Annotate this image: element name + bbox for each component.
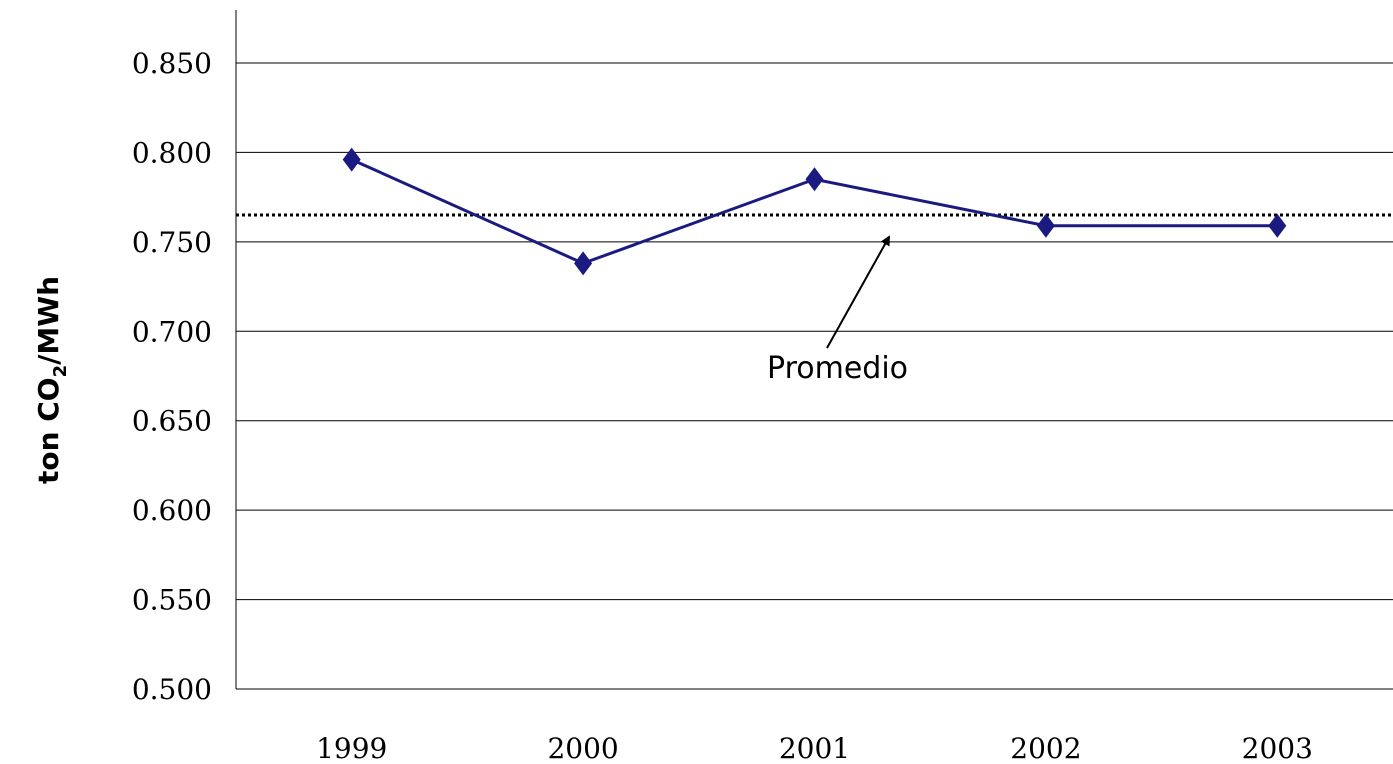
data-point-marker (342, 147, 361, 172)
data-point-marker (574, 251, 593, 276)
x-tick-label: 2003 (1242, 732, 1313, 764)
data-point-marker (1268, 213, 1287, 238)
y-tick-label: 0.800 (132, 136, 212, 169)
x-tick-label: 1999 (316, 732, 387, 764)
y-axis-title-subscript: 2 (50, 365, 71, 378)
x-tick-labels: 1999 2000 2001 2002 2003 (316, 732, 1313, 764)
data-point-marker (805, 167, 824, 192)
y-tick-label: 0.700 (132, 315, 212, 348)
x-tick-label: 2001 (779, 732, 850, 764)
y-tick-label: 0.550 (132, 584, 212, 617)
y-axis-label: ton CO2/MWh (32, 276, 71, 484)
y-tick-label: 0.600 (132, 494, 212, 527)
y-tick-label: 0.850 (132, 47, 212, 80)
y-axis-title-prefix: ton CO (32, 377, 65, 484)
y-tick-label: 0.750 (132, 226, 212, 259)
y-axis-title: ton CO2/MWh (32, 276, 71, 484)
annotation-label: Promedio (767, 351, 908, 386)
y-tick-label: 0.500 (132, 673, 212, 706)
y-tick-labels: 0.500 0.550 0.600 0.650 0.700 0.750 0.800 0.850 (132, 47, 212, 706)
annotation-arrow (826, 235, 890, 349)
x-tick-label: 2000 (547, 732, 618, 764)
y-axis-title-suffix: /MWh (32, 276, 65, 365)
y-tick-label: 0.650 (132, 405, 212, 438)
series-markers (342, 147, 1287, 276)
gridlines (236, 62, 1393, 690)
data-point-marker (1036, 213, 1055, 238)
x-tick-label: 2002 (1010, 732, 1081, 764)
annotation-promedio: Promedio (767, 235, 908, 386)
